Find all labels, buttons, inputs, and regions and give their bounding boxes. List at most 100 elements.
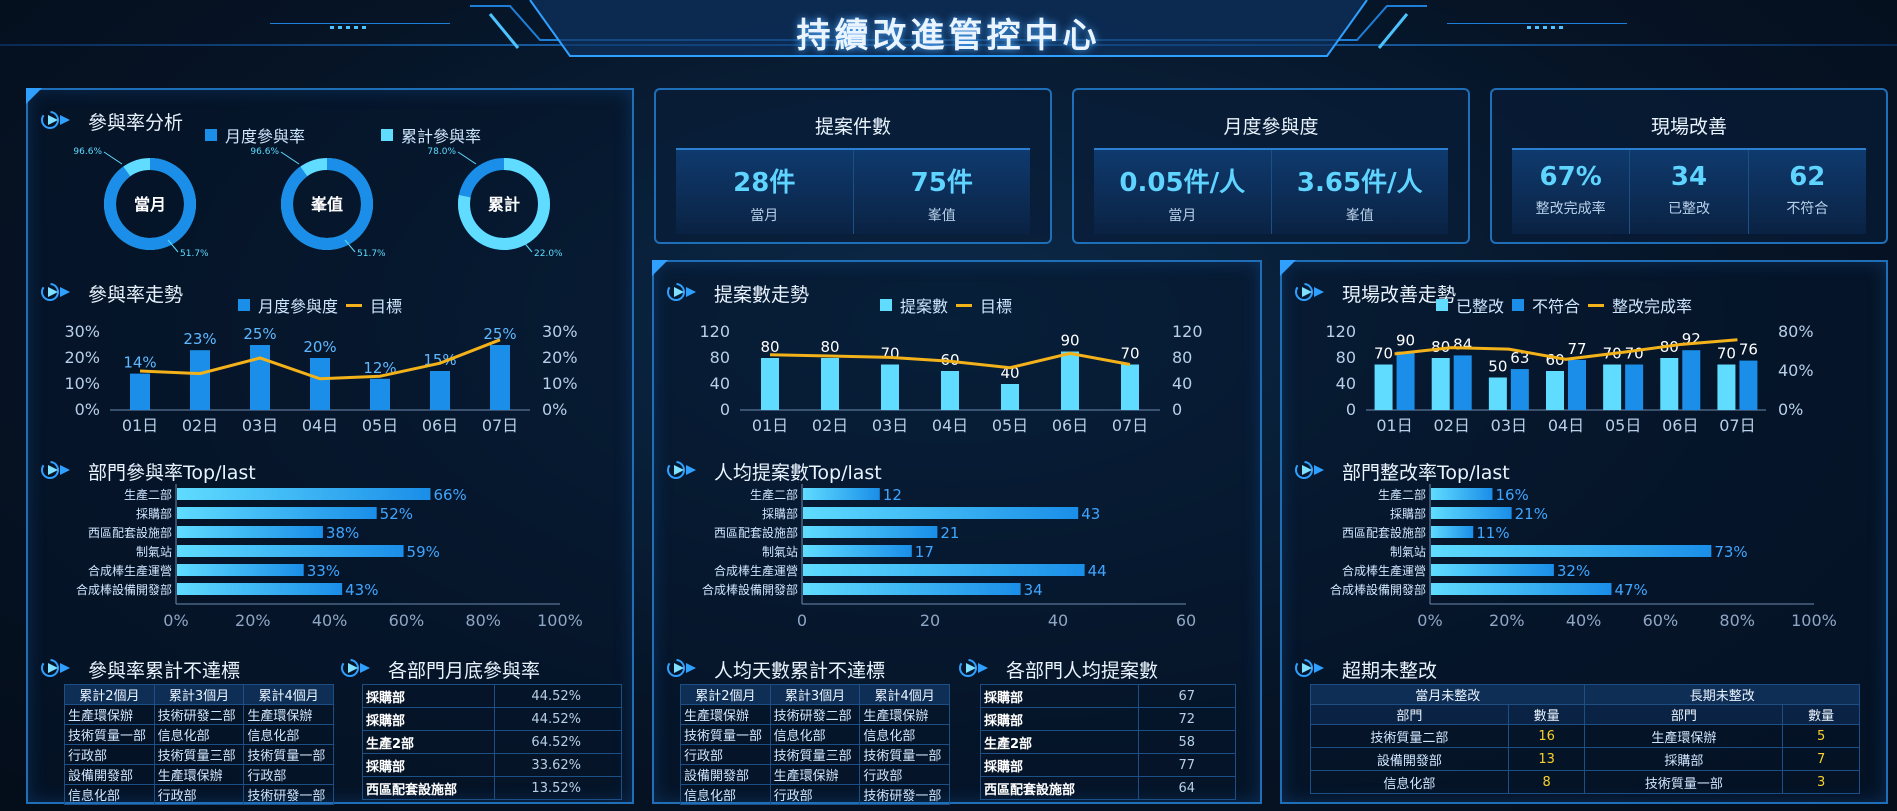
x-tick-label: 01日 xyxy=(752,416,788,435)
count-cell: 8 xyxy=(1507,770,1586,794)
y2-tick-label: 30% xyxy=(542,322,578,341)
x-tick-label: 01日 xyxy=(1376,416,1412,435)
bar xyxy=(177,507,377,519)
table-header-cell: 累計3個月 xyxy=(153,684,245,705)
value-cell: 67 xyxy=(1137,684,1237,708)
dept-cell: 生產環保辦 xyxy=(1584,724,1784,748)
y-tick-label: 10% xyxy=(64,374,100,393)
table-cell: 設備開發部 xyxy=(64,764,155,785)
x-tick-label: 03日 xyxy=(1491,416,1527,435)
bar-value-label: 16% xyxy=(1495,486,1528,504)
arrow-icon xyxy=(1295,283,1324,301)
kpi-title: 提案件數 xyxy=(814,116,891,138)
table-cell: 技術研發二部 xyxy=(153,704,245,725)
legend-label: 目標 xyxy=(980,297,1013,316)
bar-value-label: 52% xyxy=(380,505,413,523)
category-label: 西區配套設施部 xyxy=(714,525,798,540)
bar xyxy=(130,373,150,410)
bar xyxy=(177,526,323,538)
x-tick-label: 100% xyxy=(1791,611,1837,626)
legend-label: 已整改 xyxy=(1456,297,1505,316)
dept-cell: 技術質量一部 xyxy=(1584,770,1784,794)
kpi-label: 峯值 xyxy=(1345,208,1374,224)
section-title: 部門整改率Top/last xyxy=(1342,462,1510,484)
participation-donuts: 當月 96.6% 51.7% 峯值 96.6% 51.7% 累計 78.0% 22.0% xyxy=(73,147,563,259)
bar-value-label: 43 xyxy=(1081,505,1100,523)
bar-value-label: 33% xyxy=(307,562,340,580)
bar xyxy=(1660,358,1679,410)
x-tick-label: 0 xyxy=(797,611,807,626)
per-capita-proposal-chart: 生產二部 12 採購部 43 西區配套設施部 21 制氣站 17 合成棒生產運營 44 合成棒設備開… xyxy=(702,484,1196,626)
header-deco-left xyxy=(270,23,450,29)
table-cell: 技術質量三部 xyxy=(769,744,861,765)
x-tick-label: 05日 xyxy=(362,416,398,435)
arrow-icon xyxy=(41,461,70,479)
table-cell: 信息化部 xyxy=(153,724,245,745)
donut-outer-value: 96.6% xyxy=(250,147,279,157)
bar xyxy=(1431,507,1512,519)
category-label: 採購部 xyxy=(762,506,798,521)
x-tick-label: 05日 xyxy=(992,416,1028,435)
bar xyxy=(250,345,270,410)
bar xyxy=(1717,364,1736,410)
bar-value-label: 12% xyxy=(363,359,396,377)
bar-value-label: 70 xyxy=(880,345,899,363)
table-row: 採購部 67 xyxy=(980,684,1237,708)
bar xyxy=(803,488,880,500)
category-label: 合成棒設備開發部 xyxy=(702,582,798,597)
x-tick-label: 80% xyxy=(465,611,501,626)
bar-value-label: 59% xyxy=(407,543,440,561)
table-row: 技術質量一部 信息化部 信息化部 xyxy=(680,724,950,745)
bar-value-label: 14% xyxy=(123,354,156,372)
donut-center-label: 峯值 xyxy=(310,195,343,214)
bar-value-label: 90 xyxy=(1060,332,1079,350)
arrow-icon xyxy=(667,461,696,479)
x-tick-label: 07日 xyxy=(482,416,518,435)
y2-tick-label: 0 xyxy=(1172,400,1182,419)
section-title: 現場改善走勢 xyxy=(1342,284,1457,306)
donut-inner-value: 51.7% xyxy=(180,249,209,259)
donut-leader-line xyxy=(280,151,300,165)
bar xyxy=(803,526,938,538)
bar xyxy=(177,564,304,576)
bar xyxy=(310,358,330,410)
y2-tick-label: 0% xyxy=(1778,400,1803,419)
kpi-value: 62 xyxy=(1789,162,1826,192)
y-tick-label: 0 xyxy=(720,400,730,419)
y2-tick-label: 80 xyxy=(1172,348,1192,367)
table-cell: 設備開發部 xyxy=(680,764,771,785)
x-tick-label: 40% xyxy=(1566,611,1602,626)
bar xyxy=(1431,545,1712,557)
bar xyxy=(1431,583,1612,595)
table-cell: 技術質量一部 xyxy=(64,724,155,745)
dept-participation-chart: 生產二部 66% 採購部 52% 西區配套設施部 38% 制氣站 59% 合成棒生產運營 33% 合… xyxy=(76,484,583,626)
table-cell: 技術研發一部 xyxy=(859,784,950,805)
bar xyxy=(1374,364,1393,410)
bar xyxy=(941,371,959,410)
table-row: 西區配套設施部 13.52% xyxy=(361,776,622,800)
bar-value-label: 32% xyxy=(1557,562,1590,580)
arrow-icon xyxy=(41,659,70,677)
bar xyxy=(803,564,1085,576)
table-cell: 技術研發二部 xyxy=(769,704,861,725)
bar xyxy=(370,378,390,410)
table-header-cell: 累計3個月 xyxy=(769,684,861,705)
x-tick-label: 05日 xyxy=(1605,416,1641,435)
kpi-label: 峯值 xyxy=(927,208,956,224)
table-cell: 技術研發一部 xyxy=(243,784,334,805)
legend-label: 不符合 xyxy=(1532,297,1581,316)
bar xyxy=(1603,364,1622,410)
category-label: 西區配套設施部 xyxy=(1342,525,1426,540)
table-cell: 行政部 xyxy=(859,764,950,785)
proposal-trend-chart: 040801200408012001日8002日8003日7004日6005日4… xyxy=(699,322,1202,435)
legend-swatch xyxy=(880,299,892,311)
header-deco-right xyxy=(1447,23,1627,29)
bar-value-label: 25% xyxy=(483,325,516,343)
table-header-cell: 累計4個月 xyxy=(859,684,950,705)
dept-cell: 生產2部 xyxy=(980,730,1139,754)
x-tick-label: 06日 xyxy=(1052,416,1088,435)
section-title: 參與率走勢 xyxy=(88,284,184,306)
donut: 累計 78.0% 22.0% xyxy=(427,147,563,259)
bar xyxy=(177,488,431,500)
bar xyxy=(1453,355,1472,410)
